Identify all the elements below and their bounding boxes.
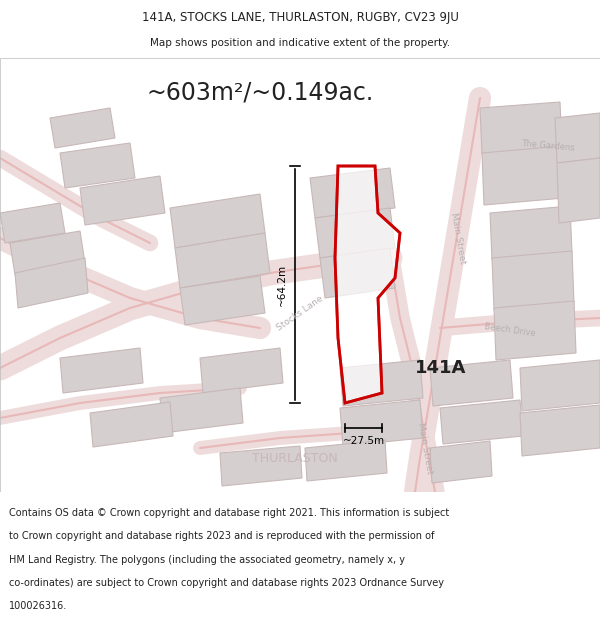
Text: Stocks Lane: Stocks Lane [275, 294, 325, 333]
Text: ~27.5m: ~27.5m [343, 436, 385, 446]
Polygon shape [220, 446, 302, 486]
Polygon shape [80, 176, 165, 225]
Polygon shape [170, 194, 265, 248]
Polygon shape [50, 108, 115, 148]
Polygon shape [200, 348, 283, 393]
Text: 141A: 141A [415, 359, 466, 377]
Polygon shape [60, 143, 135, 188]
Polygon shape [340, 360, 423, 406]
Text: ~603m²/~0.149ac.: ~603m²/~0.149ac. [146, 80, 374, 104]
Text: The Gardens: The Gardens [521, 139, 575, 153]
Text: co-ordinates) are subject to Crown copyright and database rights 2023 Ordnance S: co-ordinates) are subject to Crown copyr… [9, 578, 444, 587]
Polygon shape [90, 402, 173, 447]
Text: to Crown copyright and database rights 2023 and is reproduced with the permissio: to Crown copyright and database rights 2… [9, 531, 434, 541]
Text: HM Land Registry. The polygons (including the associated geometry, namely x, y: HM Land Registry. The polygons (includin… [9, 554, 405, 564]
Polygon shape [335, 166, 400, 403]
Polygon shape [520, 360, 600, 411]
Polygon shape [520, 405, 600, 456]
Text: 100026316.: 100026316. [9, 601, 67, 611]
Text: Map shows position and indicative extent of the property.: Map shows position and indicative extent… [150, 39, 450, 49]
Polygon shape [0, 203, 65, 243]
Polygon shape [15, 258, 88, 308]
Polygon shape [440, 400, 523, 444]
Polygon shape [492, 251, 574, 310]
Text: Contains OS data © Crown copyright and database right 2021. This information is : Contains OS data © Crown copyright and d… [9, 508, 449, 518]
Polygon shape [160, 388, 243, 433]
Text: Main Street: Main Street [416, 421, 434, 474]
Polygon shape [490, 206, 572, 260]
Polygon shape [430, 360, 513, 406]
Polygon shape [320, 248, 395, 298]
Polygon shape [557, 158, 600, 223]
Polygon shape [555, 113, 600, 163]
Polygon shape [480, 102, 562, 154]
Polygon shape [310, 168, 395, 218]
Text: THURLASTON: THURLASTON [252, 451, 338, 464]
Polygon shape [482, 146, 564, 205]
Polygon shape [180, 276, 265, 325]
Polygon shape [305, 440, 387, 481]
Text: ~64.2m: ~64.2m [277, 264, 287, 306]
Polygon shape [494, 301, 576, 360]
Text: 141A, STOCKS LANE, THURLASTON, RUGBY, CV23 9JU: 141A, STOCKS LANE, THURLASTON, RUGBY, CV… [142, 11, 458, 24]
Polygon shape [430, 441, 492, 483]
Polygon shape [10, 231, 85, 275]
Polygon shape [315, 208, 395, 258]
Polygon shape [340, 400, 423, 446]
Text: Main Street: Main Street [449, 211, 467, 264]
Text: Beech Drive: Beech Drive [484, 322, 536, 338]
Polygon shape [60, 348, 143, 393]
Polygon shape [175, 233, 270, 288]
